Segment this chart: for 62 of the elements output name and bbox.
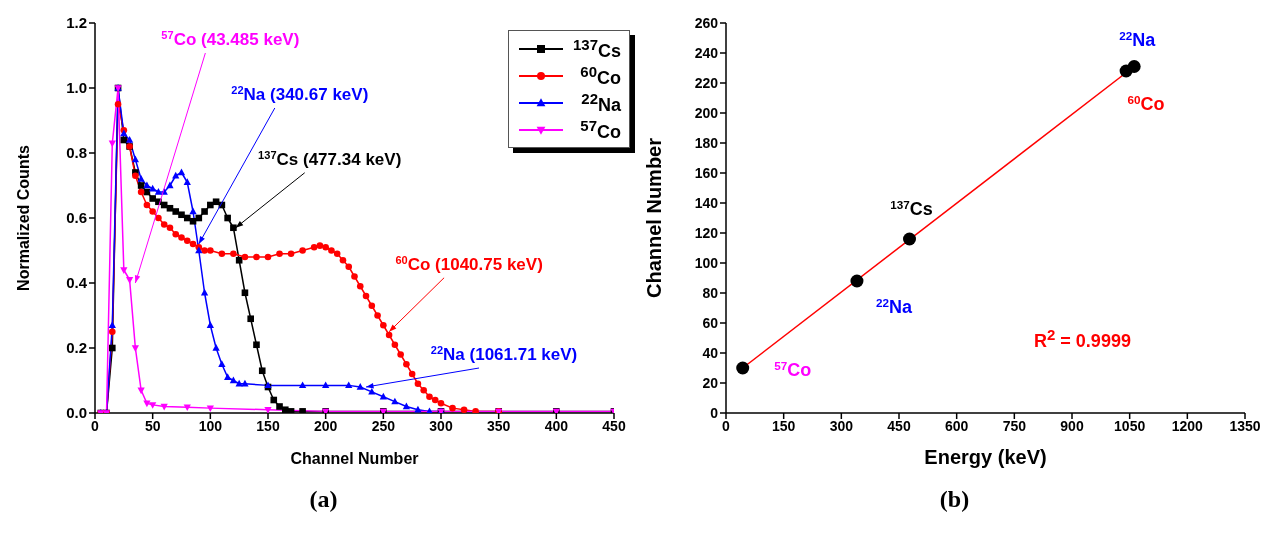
annotation: $^{22}$Na (340.67 keV) — [231, 84, 369, 104]
legend-label: $^{60}$Co — [579, 62, 621, 89]
x-axis-title: Energy (keV) — [924, 446, 1047, 468]
x-tick-label: 900 — [1060, 417, 1084, 434]
annotation: $^{57}$Co (43.485 keV) — [161, 29, 300, 49]
text: (b) — [938, 486, 971, 513]
y-tick-label: 100 — [694, 254, 719, 271]
annotation: $^{137}$Cs (477.34 keV) — [258, 148, 402, 169]
x-tick-label: 150 — [771, 417, 796, 434]
x-tick-label: 200 — [313, 417, 338, 434]
x-tick-label: 250 — [371, 417, 396, 434]
y-tick-label: 220 — [694, 74, 719, 91]
y-axis-title: Normalized Counts — [14, 145, 32, 291]
y-tick-label: 1.2 — [66, 14, 87, 32]
y-tick-label: 0.6 — [66, 209, 87, 227]
x-tick-label: 300 — [829, 417, 854, 434]
y-tick-label: 120 — [694, 224, 719, 241]
y-tick-label: 0.0 — [66, 404, 87, 422]
x-tick-label: 0 — [91, 417, 100, 434]
x-tick-label: 300 — [429, 417, 453, 434]
annotation: $^{137}$Cs — [890, 197, 933, 219]
x-tick-label: 1050 — [1114, 417, 1146, 434]
annotation: $^{60}$Co — [1127, 92, 1165, 114]
text: (a) — [308, 486, 339, 513]
y-tick-label: 0 — [710, 404, 719, 421]
y-tick-label: 1.0 — [66, 79, 87, 97]
y-tick-label: 160 — [694, 164, 719, 181]
annotation: $^{60}$Co (1040.75 keV) — [395, 253, 543, 274]
y-tick-label: 240 — [694, 44, 719, 61]
y-tick-label: 0.8 — [66, 144, 87, 162]
x-axis-title: Channel Number — [290, 450, 419, 467]
y-tick-label: 140 — [694, 194, 719, 211]
x-tick-label: 1200 — [1171, 417, 1204, 434]
annotation: $^{22}$Na — [875, 295, 913, 317]
y-axis-title: Channel Number — [643, 137, 666, 299]
y-tick-label: 180 — [694, 134, 719, 151]
y-tick-label: 20 — [702, 374, 719, 391]
x-tick-label: 100 — [198, 417, 223, 434]
y-tick-label: 0.2 — [66, 339, 87, 357]
annotation: $^{22}$Na — [1119, 28, 1157, 50]
x-tick-label: 150 — [256, 417, 280, 434]
annotation: $^{22}$Na (1061.71 keV) — [430, 344, 578, 364]
x-tick-label: 350 — [486, 417, 511, 434]
annotation: $^{57}$Co — [774, 358, 812, 380]
y-tick-label: 0.4 — [66, 274, 88, 292]
x-tick-label: 0 — [722, 417, 731, 434]
legend-label: $^{137}$Cs — [571, 35, 621, 62]
y-tick-label: 200 — [694, 104, 719, 121]
legend-label: $^{22}$Na — [580, 89, 621, 116]
y-tick-label: 40 — [702, 344, 719, 361]
y-tick-label: 260 — [694, 14, 719, 31]
x-tick-label: 450 — [887, 417, 911, 434]
legend-label: $^{57}$Co — [579, 116, 621, 143]
x-tick-label: 600 — [944, 417, 969, 434]
x-tick-label: 450 — [602, 417, 626, 434]
y-tick-label: 60 — [702, 314, 719, 331]
x-tick-label: 400 — [544, 417, 569, 434]
x-tick-label: 1350 — [1229, 417, 1261, 434]
x-tick-label: 50 — [144, 417, 161, 434]
x-tick-label: 750 — [1002, 417, 1027, 434]
annotation: R$^{2}$ = 0.9999 — [1034, 326, 1131, 352]
y-tick-label: 80 — [702, 284, 719, 301]
